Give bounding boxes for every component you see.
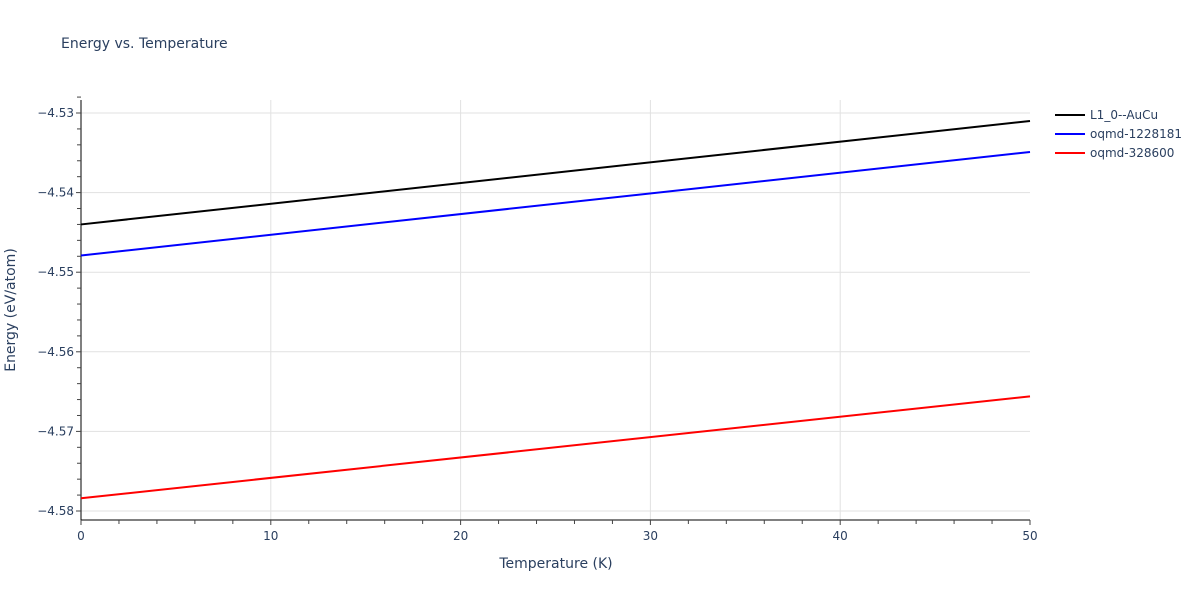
x-tick-label: 30	[643, 529, 658, 543]
legend-label: oqmd-1228181	[1090, 127, 1182, 141]
x-tick-label: 40	[833, 529, 848, 543]
legend-item[interactable]: oqmd-328600	[1055, 146, 1174, 160]
legend[interactable]: L1_0--AuCu oqmd-1228181 oqmd-328600	[1055, 108, 1182, 160]
y-tick-label: −4.54	[37, 186, 74, 200]
legend-item[interactable]: oqmd-1228181	[1055, 127, 1182, 141]
x-tick-label: 0	[77, 529, 85, 543]
series-line	[80, 151, 1031, 257]
y-tick-label: −4.55	[37, 265, 74, 279]
y-tick-label: −4.53	[37, 106, 74, 120]
chart-title: Energy vs. Temperature	[61, 36, 228, 52]
y-tick-label: −4.57	[37, 424, 74, 438]
series-line	[80, 119, 1031, 226]
x-axis-label: Temperature (K)	[498, 556, 612, 572]
plot-lines	[80, 119, 1031, 500]
x-tick-label: 10	[263, 529, 278, 543]
y-tick-label: −4.56	[37, 345, 74, 359]
legend-item[interactable]: L1_0--AuCu	[1055, 108, 1158, 122]
x-tick-label: 20	[453, 529, 468, 543]
legend-label: oqmd-328600	[1090, 146, 1174, 160]
series-line	[80, 395, 1031, 500]
legend-label: L1_0--AuCu	[1090, 108, 1158, 122]
gridlines	[81, 100, 1030, 520]
y-tick-label: −4.58	[37, 504, 74, 518]
y-axis-label: Energy (eV/atom)	[3, 248, 19, 372]
axes: 0 10 20 30 40 50 −4.53 −4.54 −4.55 −4.56 −4.57 −4.5…	[37, 96, 1038, 543]
x-tick-label: 50	[1022, 529, 1037, 543]
